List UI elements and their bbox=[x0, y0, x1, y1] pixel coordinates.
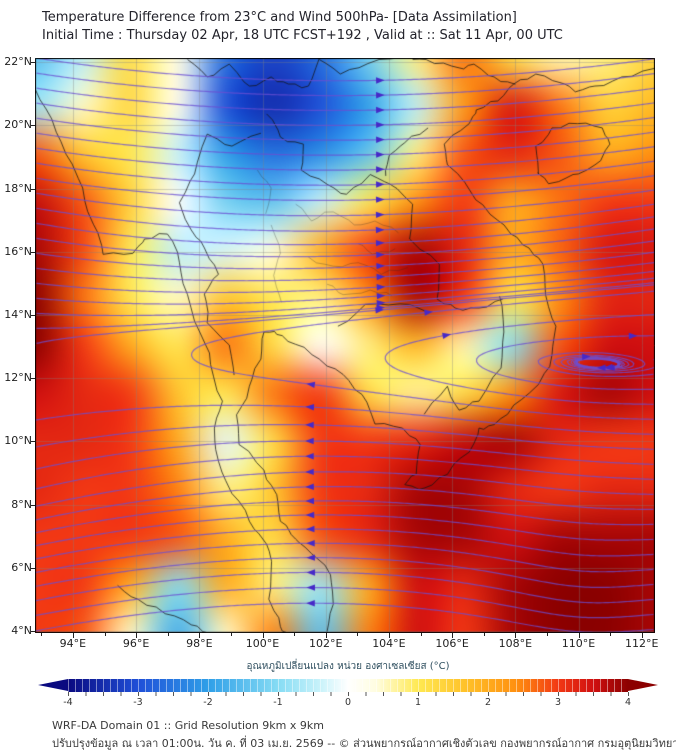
colorbar-segment-lines bbox=[68, 679, 628, 692]
lon-tick-mark bbox=[104, 633, 106, 636]
colorbar-tick-label: 1 bbox=[414, 697, 422, 708]
lat-tick-mark bbox=[31, 504, 35, 506]
lon-tick-label: 94°E bbox=[59, 637, 87, 650]
lon-tick-label: 112°E bbox=[624, 637, 659, 650]
lat-tick-mark bbox=[31, 314, 35, 316]
lat-tick-label: 10°N bbox=[4, 434, 32, 448]
lon-tick-label: 106°E bbox=[435, 637, 469, 650]
colorbar-tick-label: -4 bbox=[63, 697, 73, 708]
lat-tick-mark bbox=[31, 188, 35, 190]
lat-tick-mark bbox=[31, 631, 35, 633]
lon-tick-mark bbox=[72, 633, 74, 638]
lat-tick-label: 12°N bbox=[4, 371, 32, 385]
map-plot-area bbox=[35, 58, 655, 633]
lat-tick-label: 6°N bbox=[11, 560, 32, 574]
colorbar-tick-label: 2 bbox=[484, 697, 492, 708]
lon-tick-label: 100°E bbox=[245, 637, 280, 650]
lon-tick-mark bbox=[641, 633, 643, 638]
lon-tick-mark bbox=[357, 633, 359, 636]
lat-tick-label: 8°N bbox=[11, 497, 32, 511]
lat-tick-mark bbox=[31, 251, 35, 253]
lat-tick-label: 4°N bbox=[11, 624, 32, 638]
lon-tick-label: 98°E bbox=[186, 637, 213, 650]
lat-tick-label: 22°N bbox=[4, 55, 32, 69]
lon-tick-mark bbox=[546, 633, 548, 636]
colorbar-tick-label: 0 bbox=[344, 697, 352, 708]
colorbar bbox=[68, 679, 628, 692]
lon-tick-label: 102°E bbox=[308, 637, 343, 650]
lon-tick-label: 108°E bbox=[498, 637, 533, 650]
lon-tick-mark bbox=[199, 633, 201, 638]
lat-tick-label: 20°N bbox=[4, 118, 32, 132]
lon-tick-label: 110°E bbox=[561, 637, 596, 650]
colorbar-tick-label: 4 bbox=[624, 697, 632, 708]
lon-tick-mark bbox=[578, 633, 580, 638]
lon-tick-mark bbox=[325, 633, 327, 638]
footer-update-info: ปรับปรุงข้อมูล ณ เวลา 01:00น. วัน ค. ที่… bbox=[52, 737, 676, 750]
lat-tick-label: 18°N bbox=[4, 181, 32, 195]
colorbar-right-arrow bbox=[628, 679, 658, 691]
lon-tick-label: 96°E bbox=[122, 637, 150, 650]
lon-tick-mark bbox=[420, 633, 422, 636]
lat-tick-mark bbox=[31, 441, 35, 443]
colorbar-label: อุณหภูมิเปลี่ยนแปลง หน่วย องศาเซลเซียส (… bbox=[246, 661, 450, 672]
colorbar-tick-label: -3 bbox=[133, 697, 143, 708]
lat-tick-mark bbox=[31, 378, 35, 380]
lon-tick-mark bbox=[230, 633, 232, 636]
colorbar-tick-label: -1 bbox=[273, 697, 283, 708]
lon-tick-mark bbox=[452, 633, 454, 638]
lat-tick-mark bbox=[31, 567, 35, 569]
lon-tick-label: 104°E bbox=[372, 637, 406, 650]
lon-tick-mark bbox=[388, 633, 390, 638]
lon-tick-mark bbox=[262, 633, 264, 638]
lon-tick-mark bbox=[294, 633, 296, 636]
lon-tick-mark bbox=[136, 633, 138, 638]
colorbar-tick-label: -2 bbox=[203, 697, 213, 708]
lat-tick-label: 14°N bbox=[4, 307, 32, 321]
colorbar-minor-ticks bbox=[68, 692, 629, 696]
lat-tick-label: 16°N bbox=[4, 244, 32, 258]
colorbar-tick-label: 3 bbox=[554, 697, 562, 708]
lat-tick-mark bbox=[31, 62, 35, 64]
colorbar-left-arrow bbox=[38, 679, 68, 691]
lon-tick-mark bbox=[41, 633, 43, 636]
lat-tick-mark bbox=[31, 125, 35, 127]
footer-domain-info: WRF-DA Domain 01 :: Grid Resolution 9km … bbox=[52, 719, 324, 732]
lon-tick-mark bbox=[515, 633, 517, 638]
lon-tick-mark bbox=[483, 633, 485, 636]
temperature-wind-map-canvas bbox=[35, 58, 655, 633]
lon-tick-mark bbox=[610, 633, 612, 636]
page-title: Temperature Difference from 23°C and Win… bbox=[42, 10, 517, 25]
page-subtitle: Initial Time : Thursday 02 Apr, 18 UTC F… bbox=[42, 28, 563, 43]
lon-tick-mark bbox=[167, 633, 169, 636]
